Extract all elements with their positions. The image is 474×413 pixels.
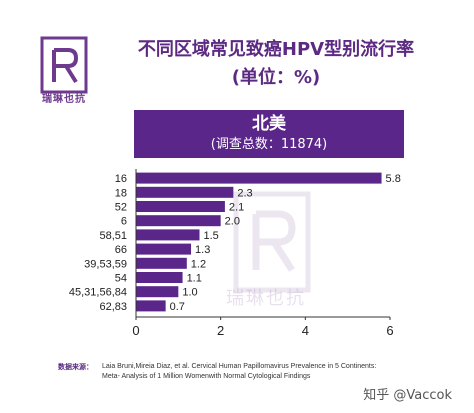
category-label: 66 (115, 244, 127, 256)
value-label: 1.3 (195, 244, 210, 256)
value-label: 2.3 (237, 187, 252, 199)
bar (136, 229, 200, 241)
source-citation: Laia Bruni,Mireia Diaz, et al. Cervical … (102, 363, 377, 380)
category-label: 45,31,56,84 (69, 287, 127, 299)
sample-size: (调查总数：11874) (210, 137, 328, 152)
value-label: 1.1 (187, 273, 202, 285)
brand-logo-icon (40, 36, 88, 94)
region-name: 北美 (252, 114, 286, 134)
category-label: 54 (115, 273, 127, 285)
category-label: 16 (115, 173, 127, 185)
bar (136, 272, 183, 283)
bar (136, 300, 166, 312)
x-tick-label: 4 (302, 323, 309, 338)
watermark-logo-icon (233, 191, 311, 293)
bar (136, 215, 221, 227)
x-tick-label: 2 (217, 323, 224, 338)
bar (136, 286, 179, 298)
value-label: 1.5 (204, 230, 219, 242)
bar (136, 172, 382, 184)
bar (136, 243, 192, 255)
value-label: 5.8 (386, 173, 401, 185)
value-label: 2.0 (225, 216, 240, 228)
watermark-text: 瑞琳也抗 (226, 288, 306, 309)
source-label: 数据来源： (58, 363, 93, 371)
category-label: 39,53,59 (84, 258, 127, 270)
x-tick-label: 0 (132, 323, 139, 338)
brand-logo-text: 瑞琳也抗 (42, 94, 86, 105)
bar (136, 186, 234, 198)
chart-title-line2: (单位：%) (231, 67, 321, 88)
region-banner: 北美 (调查总数：11874) (134, 110, 404, 158)
bar (136, 257, 187, 269)
category-label: 18 (115, 187, 127, 199)
category-label: 52 (115, 202, 127, 214)
value-label: 2.1 (229, 202, 244, 214)
bar (136, 201, 225, 212)
credit-text: 知乎 @Vaccok (363, 388, 452, 403)
data-source: 数据来源： Laia Bruni,Mireia Diaz, et al. Cer… (58, 362, 388, 382)
category-label: 6 (121, 216, 127, 228)
chart-title: 不同区域常见致癌HPV型别流行率 (单位：%) (96, 36, 456, 92)
value-label: 1.0 (182, 287, 197, 299)
category-label: 62,83 (99, 301, 127, 313)
category-label: 58,51 (99, 230, 127, 242)
x-tick-label: 6 (386, 323, 393, 338)
chart-title-line1: 不同区域常见致癌HPV型别流行率 (137, 39, 415, 60)
value-label: 0.7 (170, 301, 185, 313)
value-label: 1.2 (191, 258, 206, 270)
